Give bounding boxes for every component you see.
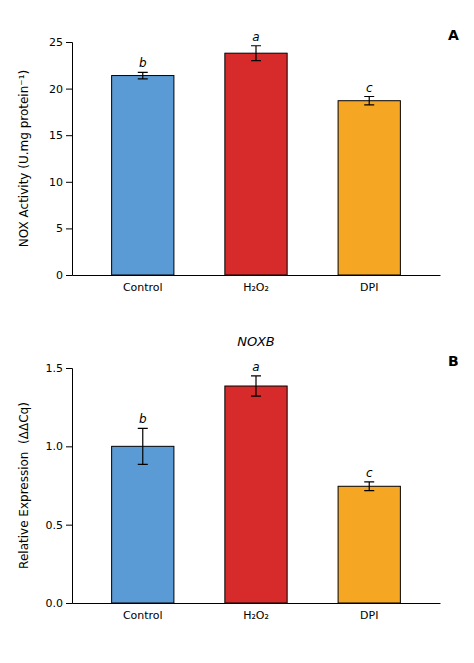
annotation: c [366,466,373,480]
title: NOXB [237,334,275,349]
tick-label: 1.0 [46,440,64,453]
tick-mark [66,89,72,90]
tick: 0 [56,269,72,282]
tick-mark [66,182,72,183]
annotation: a [252,360,259,374]
tick-label: 0.5 [46,519,64,532]
axis-title: Relative Expression (ΔΔCq) [17,402,31,569]
y-axis: 0 5 10 15 20 25 [49,36,73,282]
tick: H₂O₂ [243,275,269,294]
tick-label: 25 [49,36,63,49]
tick-label: 0.0 [46,597,64,610]
error-bar [364,97,374,105]
x-axis: Control H₂O₂ DPI [73,603,441,622]
tick: 1.0 [46,440,73,453]
tick-mark [66,228,72,229]
tick: 20 [49,83,72,96]
tick-mark [66,446,72,447]
panel: 0 5 10 15 20 25 Control H₂O₂ DPI NOX Activity (U.… [17,27,459,293]
annotation: b [139,412,147,426]
tick-label: 20 [49,83,63,96]
bar [338,486,400,603]
tick: 0.5 [46,519,73,532]
tick: 0.0 [46,597,73,610]
bar [225,53,287,275]
tick-mark [66,135,72,136]
panel: 0.0 0.5 1.0 1.5 Control H₂O₂ DPI Relative Expre… [17,334,459,622]
marks [112,376,401,603]
error-bar [251,46,261,61]
tick: 5 [56,222,72,235]
tick: 15 [49,129,72,142]
bar [225,386,287,603]
axis-line [66,369,73,604]
bar [112,446,174,603]
axis-line [73,275,441,276]
panel-label: A [448,27,459,43]
error-bar [251,376,261,396]
tick-mark [66,525,72,526]
x-axis: Control H₂O₂ DPI [73,275,441,294]
bar [338,101,400,275]
bar [112,76,174,275]
error-bar [364,482,374,491]
marks [112,46,401,275]
annotation: b [139,56,147,70]
tick-mark [66,368,72,369]
error-bar [138,72,148,79]
tick: 1.5 [46,362,73,375]
tick-label: DPI [360,609,378,622]
tick-label: 15 [49,129,63,142]
error-bar [138,428,148,464]
tick: 25 [49,36,72,49]
tick-label: 5 [56,222,63,235]
tick: Control [123,275,163,294]
tick: 10 [49,176,72,189]
tick-label: Control [123,609,163,622]
panel-label: B [448,353,459,369]
tick: H₂O₂ [243,603,269,622]
tick-label: 1.5 [46,362,64,375]
tick: DPI [360,603,378,622]
tick-label: 0 [56,269,63,282]
axis-line [73,603,441,604]
y-axis: 0.0 0.5 1.0 1.5 [46,362,73,610]
tick-mark [66,275,72,276]
tick-label: 10 [49,176,63,189]
tick-label: H₂O₂ [243,281,269,294]
tick: DPI [360,275,378,294]
annotation: a [252,30,259,44]
tick-mark [66,42,72,43]
axis-line [66,43,73,276]
axis-title: NOX Activity (U.mg protein⁻¹) [17,70,31,247]
tick-label: DPI [360,281,378,294]
tick: Control [123,603,163,622]
tick-label: H₂O₂ [243,609,269,622]
tick-mark [66,603,72,604]
chart: 0 5 10 15 20 25 Control H₂O₂ DPI NOX Activity (U.… [0,0,474,663]
tick-label: Control [123,281,163,294]
annotation: c [366,81,373,95]
